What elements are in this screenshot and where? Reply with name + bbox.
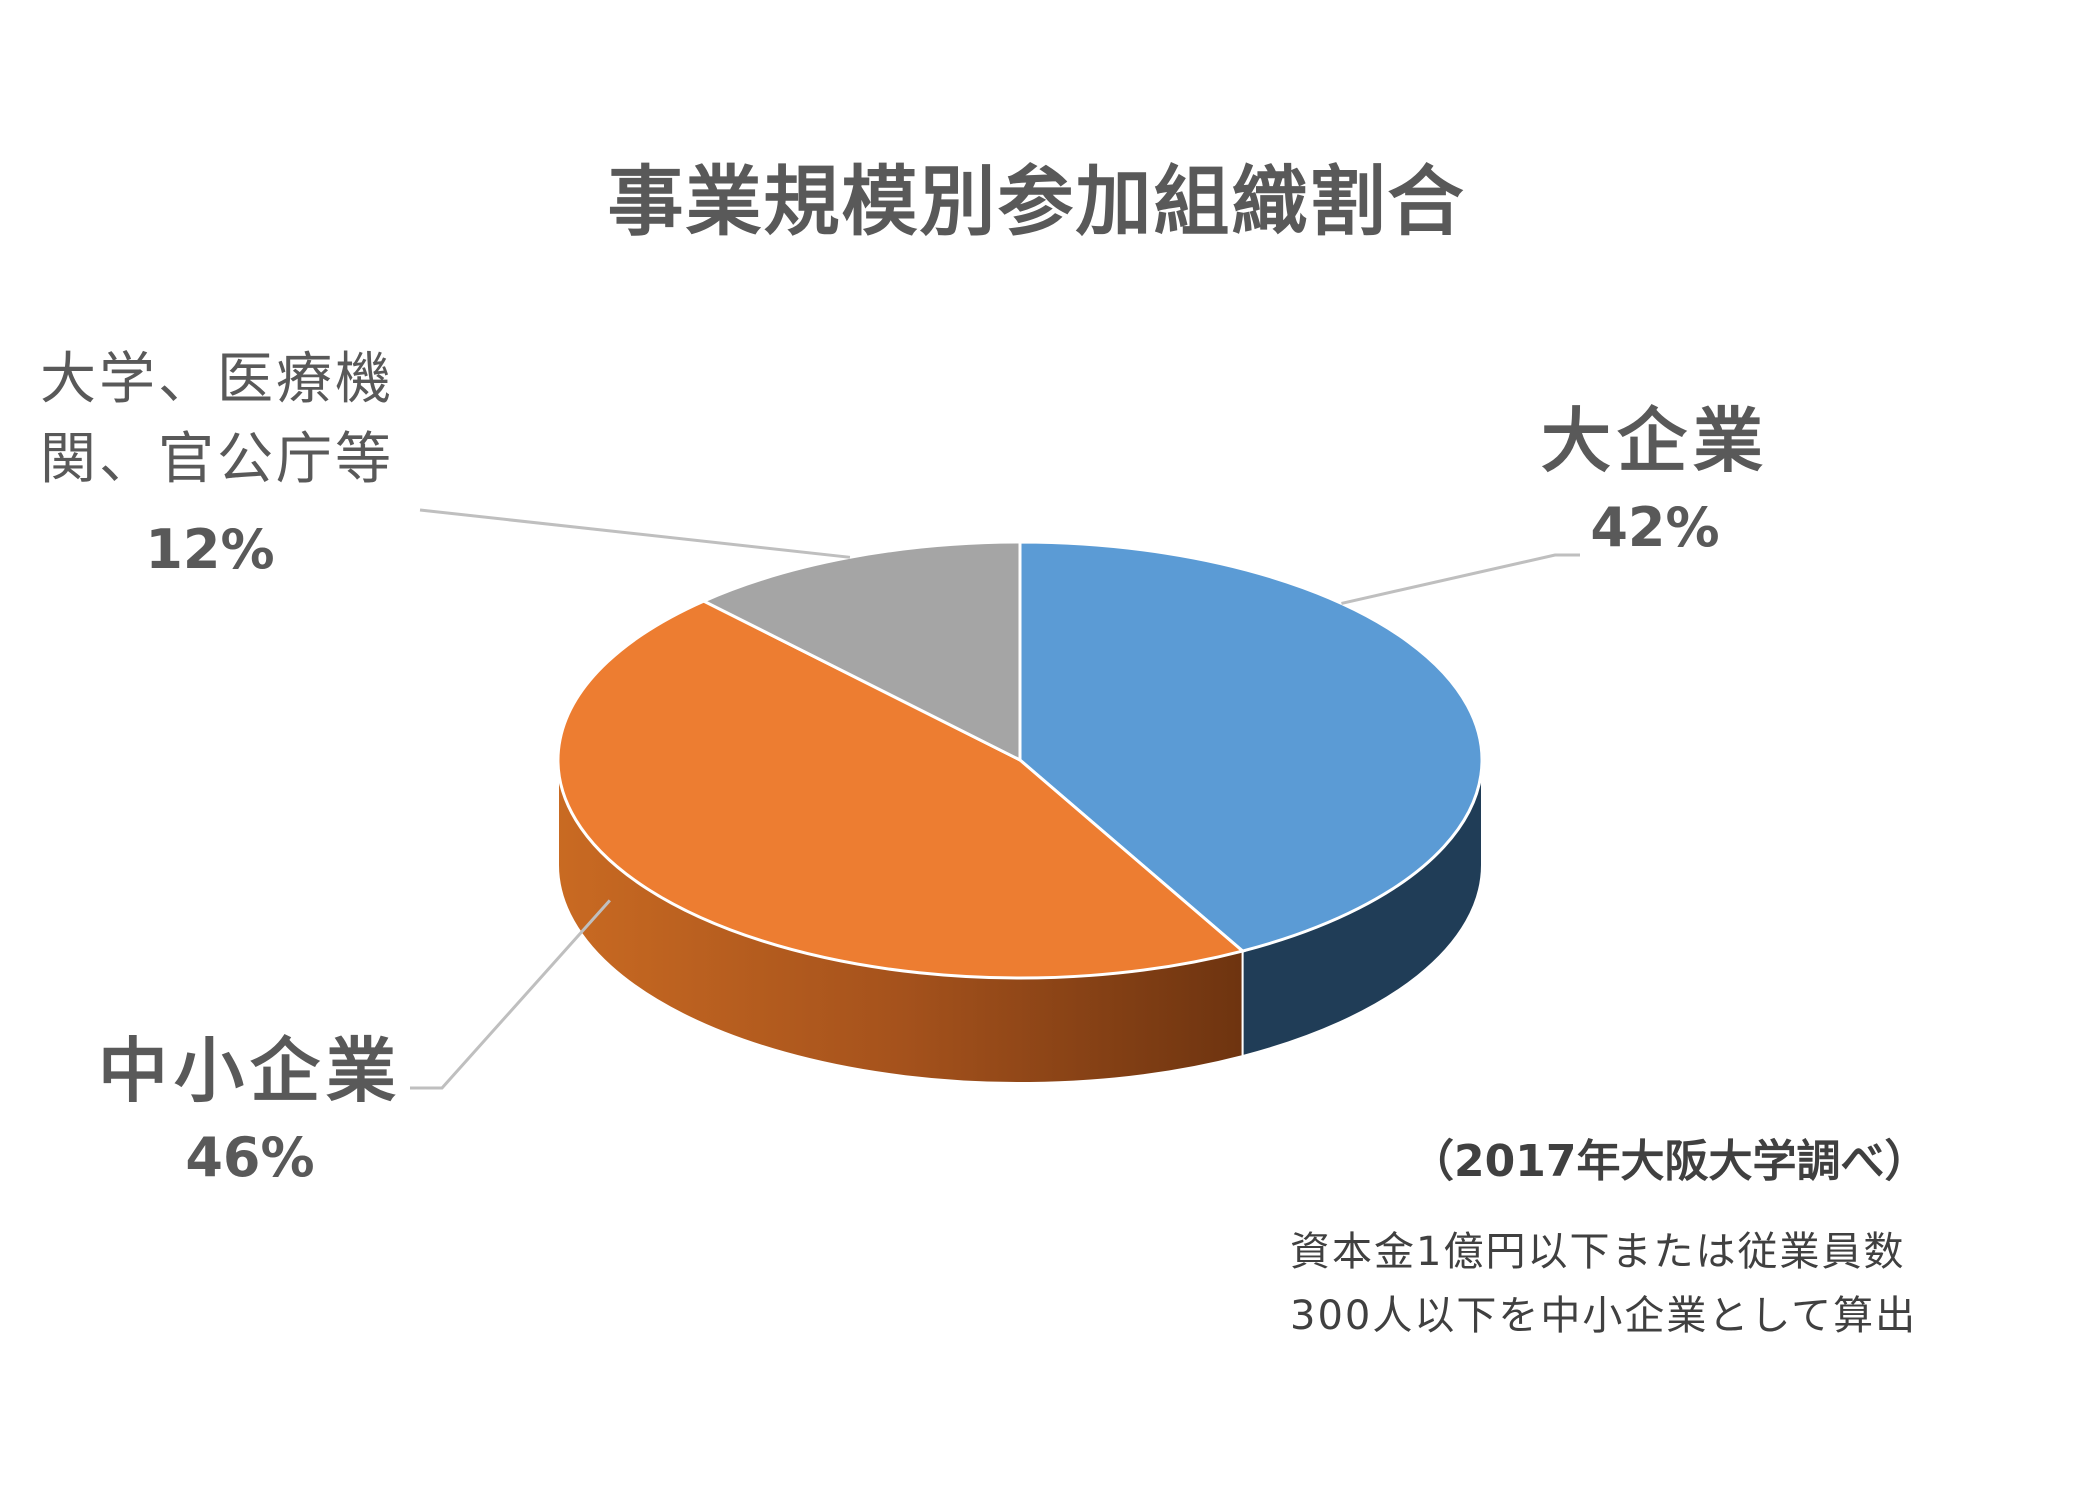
- slice-label-name-line2: 関、官公庁等: [40, 427, 394, 492]
- label-university-etc: 大学、医療機 関、官公庁等 12%: [40, 340, 460, 581]
- leader-line: [410, 899, 611, 1090]
- slice-label-value: 46%: [185, 1126, 315, 1189]
- footnote: 資本金1億円以下または従業員数 300人以下を中小企業として算出: [1290, 1220, 2050, 1348]
- slice-label-value: 12%: [145, 518, 275, 581]
- slice-label-name-line1: 大学、医療機: [40, 347, 394, 412]
- pie-slice: [556, 599, 1246, 980]
- leader-line: [1341, 553, 1580, 605]
- slice-label-name: 中小企業: [98, 1030, 402, 1112]
- slice-label-value: 42%: [1590, 496, 1720, 559]
- slice-label-name: 大企業: [1541, 400, 1769, 482]
- footnote-line: 300人以下を中小企業として算出: [1290, 1293, 1918, 1339]
- pie-slice: [1018, 540, 1484, 953]
- label-sme: 中小企業 46%: [70, 1015, 430, 1189]
- footnote-line: 資本金1億円以下または従業員数: [1290, 1229, 1906, 1275]
- chart-title: 事業規模別参加組織割合: [607, 157, 1466, 246]
- source-note: （2017年大阪大学調べ）: [1410, 1136, 1929, 1187]
- leader-line: [419, 508, 851, 559]
- label-large-enterprise: 大企業 42%: [1490, 385, 1820, 559]
